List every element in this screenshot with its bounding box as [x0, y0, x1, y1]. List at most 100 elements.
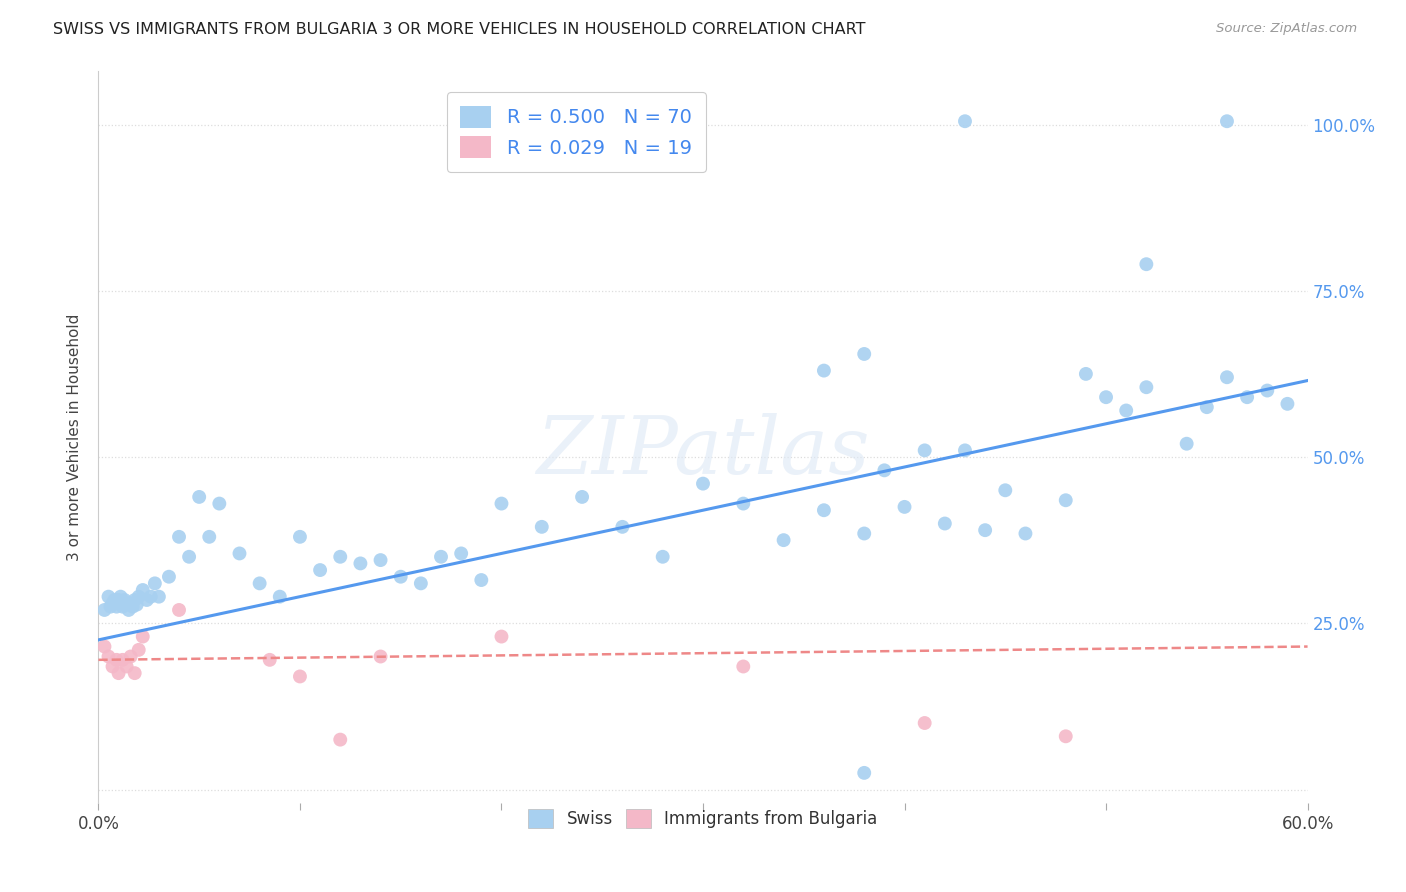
Point — [128, 643, 150, 657]
Point — [813, 363, 835, 377]
Text: ZIPatlas: ZIPatlas — [536, 413, 870, 491]
Point — [309, 563, 332, 577]
Point — [111, 653, 134, 667]
Point — [105, 653, 128, 667]
Point — [1277, 397, 1299, 411]
Point — [97, 649, 120, 664]
Point — [1074, 367, 1097, 381]
Point — [389, 570, 412, 584]
Point — [1236, 390, 1258, 404]
Point — [733, 659, 755, 673]
Point — [120, 596, 142, 610]
Point — [288, 530, 311, 544]
Point — [571, 490, 593, 504]
Point — [100, 599, 122, 614]
Point — [288, 669, 311, 683]
Point — [914, 443, 936, 458]
Point — [612, 520, 634, 534]
Point — [853, 526, 876, 541]
Text: SWISS VS IMMIGRANTS FROM BULGARIA 3 OR MORE VEHICLES IN HOUSEHOLD CORRELATION CH: SWISS VS IMMIGRANTS FROM BULGARIA 3 OR M… — [53, 22, 866, 37]
Point — [157, 570, 180, 584]
Point — [167, 603, 190, 617]
Point — [259, 653, 281, 667]
Point — [329, 549, 352, 564]
Text: Source: ZipAtlas.com: Source: ZipAtlas.com — [1216, 22, 1357, 36]
Point — [107, 666, 129, 681]
Point — [124, 593, 146, 607]
Point — [110, 590, 132, 604]
Point — [148, 590, 170, 604]
Point — [530, 520, 553, 534]
Point — [349, 557, 371, 571]
Point — [1216, 370, 1239, 384]
Point — [1175, 436, 1198, 450]
Point — [914, 716, 936, 731]
Point — [107, 593, 129, 607]
Point — [994, 483, 1017, 498]
Point — [125, 598, 148, 612]
Point — [132, 630, 155, 644]
Point — [93, 640, 115, 654]
Point — [208, 497, 231, 511]
Point — [873, 463, 896, 477]
Point — [1115, 403, 1137, 417]
Point — [934, 516, 956, 531]
Point — [733, 497, 755, 511]
Point — [470, 573, 492, 587]
Point — [1256, 384, 1278, 398]
Point — [1054, 729, 1077, 743]
Point — [1014, 526, 1036, 541]
Point — [97, 590, 120, 604]
Point — [1054, 493, 1077, 508]
Point — [93, 603, 115, 617]
Point — [198, 530, 221, 544]
Point — [953, 114, 976, 128]
Point — [329, 732, 352, 747]
Point — [103, 593, 125, 607]
Point — [893, 500, 915, 514]
Point — [249, 576, 271, 591]
Point — [853, 347, 876, 361]
Point — [188, 490, 211, 504]
Legend: Swiss, Immigrants from Bulgaria: Swiss, Immigrants from Bulgaria — [522, 802, 884, 835]
Point — [135, 593, 157, 607]
Point — [143, 576, 166, 591]
Point — [772, 533, 794, 548]
Point — [228, 546, 250, 560]
Point — [370, 553, 392, 567]
Point — [128, 590, 150, 604]
Point — [1135, 380, 1157, 394]
Point — [651, 549, 673, 564]
Point — [120, 649, 142, 664]
Point — [114, 593, 136, 607]
Point — [269, 590, 291, 604]
Point — [813, 503, 835, 517]
Point — [111, 599, 134, 614]
Point — [692, 476, 714, 491]
Point — [101, 596, 124, 610]
Point — [132, 582, 155, 597]
Point — [370, 649, 392, 664]
Point — [409, 576, 432, 591]
Point — [974, 523, 997, 537]
Point — [179, 549, 201, 564]
Point — [115, 596, 138, 610]
Point — [124, 666, 146, 681]
Point — [118, 603, 141, 617]
Point — [1095, 390, 1118, 404]
Point — [101, 659, 124, 673]
Point — [1195, 400, 1218, 414]
Point — [450, 546, 472, 560]
Point — [953, 443, 976, 458]
Point — [121, 599, 143, 614]
Point — [115, 659, 138, 673]
Point — [1135, 257, 1157, 271]
Y-axis label: 3 or more Vehicles in Household: 3 or more Vehicles in Household — [67, 313, 83, 561]
Point — [853, 765, 876, 780]
Point — [491, 630, 513, 644]
Point — [430, 549, 453, 564]
Point — [167, 530, 190, 544]
Point — [491, 497, 513, 511]
Point — [1216, 114, 1239, 128]
Point — [139, 590, 162, 604]
